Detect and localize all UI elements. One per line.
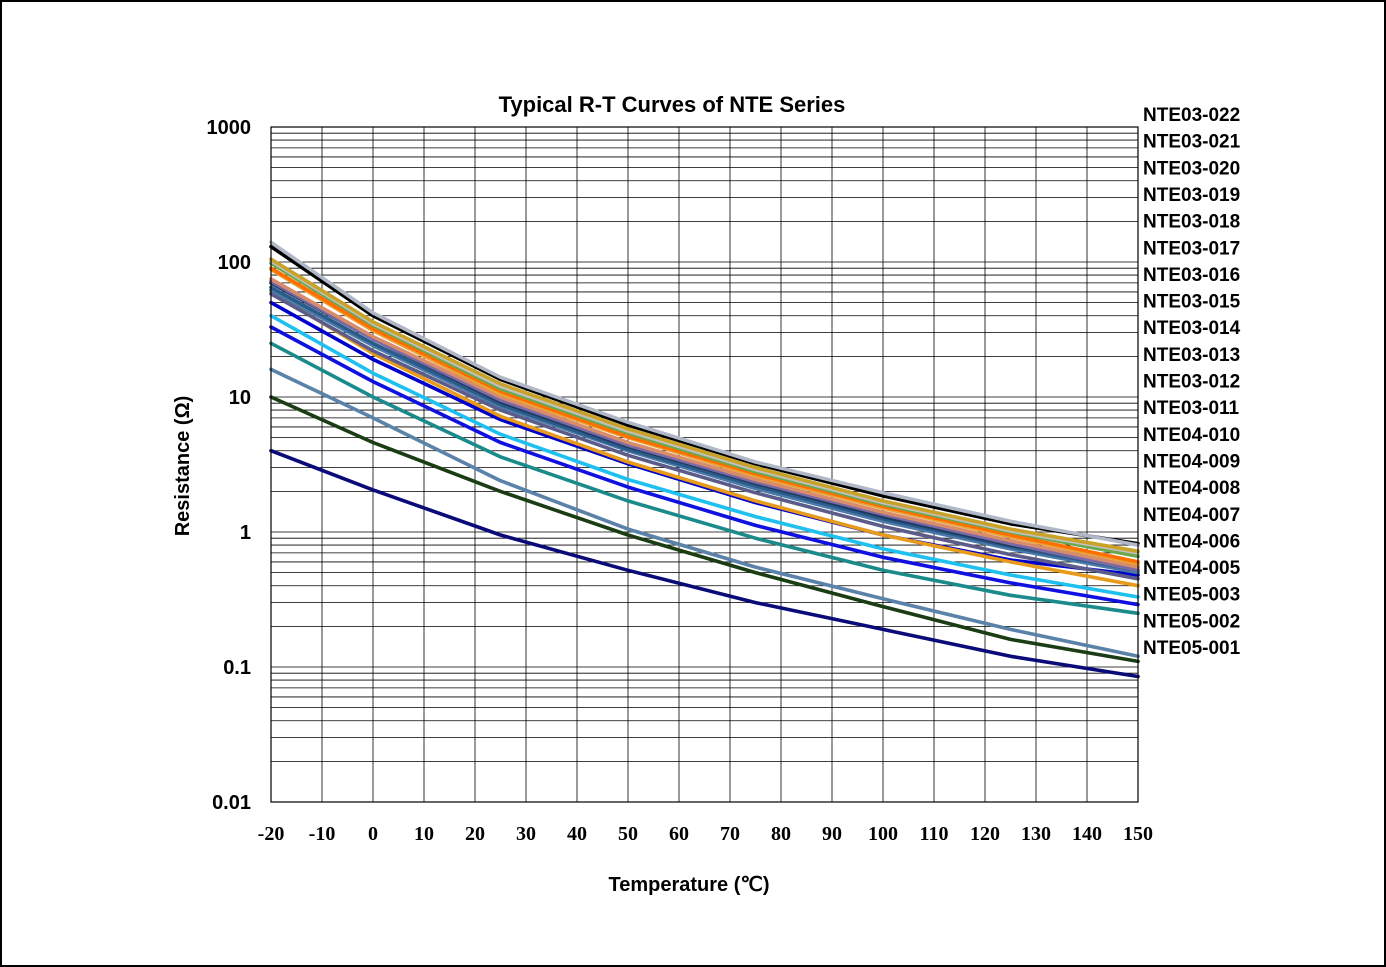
y-tick-label: 100: [218, 252, 251, 274]
x-tick-label: 70: [720, 823, 740, 845]
legend-label: NTE03-022: [1143, 105, 1240, 126]
y-tick-label: 1: [240, 522, 251, 544]
x-tick-label: 100: [868, 823, 898, 845]
x-tick-label: 20: [465, 823, 485, 845]
legend-label: NTE05-003: [1143, 585, 1240, 606]
legend: NTE03-022 NTE03-021 NTE03-020 NTE03-019 NTE0…: [1143, 105, 1241, 659]
series-line-nte03-022: [269, 240, 1140, 547]
y-tick-label: 1000: [207, 117, 252, 139]
series-line-nte04-007: [269, 313, 1140, 599]
x-tick-label: 140: [1072, 823, 1102, 845]
x-tick-label: 50: [618, 823, 638, 845]
series-line-nte05-002: [269, 395, 1140, 664]
legend-label: NTE04-010: [1143, 425, 1240, 446]
legend-label: NTE03-013: [1143, 345, 1240, 366]
chart-title: Typical R-T Curves of NTE Series: [499, 92, 846, 117]
legend-label: NTE03-014: [1143, 318, 1241, 339]
x-tick-label: 90: [822, 823, 842, 845]
x-tick-label: 120: [970, 823, 1000, 845]
x-tick-label: 0: [368, 823, 378, 845]
legend-label: NTE05-001: [1143, 638, 1241, 659]
x-tick-label: 110: [920, 823, 949, 845]
x-tick-label: 30: [516, 823, 536, 845]
x-tick-label: 40: [567, 823, 587, 845]
plot-border: [270, 126, 1139, 803]
plot-grid: [270, 127, 1139, 803]
x-tick-label: 80: [771, 823, 791, 845]
legend-label: NTE03-015: [1143, 292, 1241, 313]
x-tick-label: 10: [414, 823, 434, 845]
x-tick-label: 130: [1021, 823, 1051, 845]
x-tick-label: -10: [309, 823, 336, 845]
series-line-nte03-020: [269, 257, 1140, 554]
legend-label: NTE05-002: [1143, 611, 1240, 632]
x-axis-label: Temperature (℃): [608, 874, 769, 896]
y-tick-label: 0.01: [212, 792, 251, 814]
legend-label: NTE04-008: [1143, 478, 1240, 499]
legend-label: NTE04-005: [1143, 558, 1241, 579]
y-tick-label: 0.1: [223, 657, 251, 679]
y-axis-label: Resistance (Ω): [172, 396, 194, 537]
x-tick-labels: -20 -10 0 10 20 30 40 50 60 70 80 90 100 110 120 130 140…: [258, 823, 1153, 845]
y-tick-labels: 0.01 0.1 1 10 100 1000: [207, 117, 252, 814]
legend-label: NTE04-009: [1143, 451, 1240, 472]
series-line-nte03-011: [269, 288, 1140, 575]
legend-label: NTE03-021: [1143, 132, 1241, 153]
series-line-nte05-001: [269, 448, 1140, 679]
series-line-nte04-010: [269, 292, 1140, 581]
x-tick-label: 150: [1123, 823, 1153, 845]
x-tick-label: 60: [669, 823, 689, 845]
series-line-nte04-006: [269, 325, 1140, 607]
legend-label: NTE04-006: [1143, 531, 1240, 552]
series-line-nte03-021: [269, 244, 1140, 546]
y-tick-label: 10: [229, 387, 251, 409]
legend-label: NTE03-016: [1143, 265, 1240, 286]
series-line-nte03-017: [269, 266, 1140, 564]
legend-label: NTE03-017: [1143, 238, 1240, 259]
legend-label: NTE03-020: [1143, 158, 1240, 179]
legend-label: NTE04-007: [1143, 505, 1240, 526]
series-line-nte04-009: [269, 290, 1140, 588]
legend-label: NTE03-018: [1143, 212, 1240, 233]
series-line-nte05-003: [269, 367, 1140, 659]
legend-label: NTE03-011: [1143, 398, 1240, 419]
series-line-nte04-005: [269, 341, 1140, 616]
legend-label: NTE03-012: [1143, 372, 1240, 393]
series-line-nte03-015: [269, 277, 1140, 569]
legend-label: NTE03-019: [1143, 185, 1240, 206]
series-lines: [269, 240, 1140, 679]
x-tick-label: -20: [258, 823, 285, 845]
series-line-nte03-014: [269, 279, 1140, 573]
